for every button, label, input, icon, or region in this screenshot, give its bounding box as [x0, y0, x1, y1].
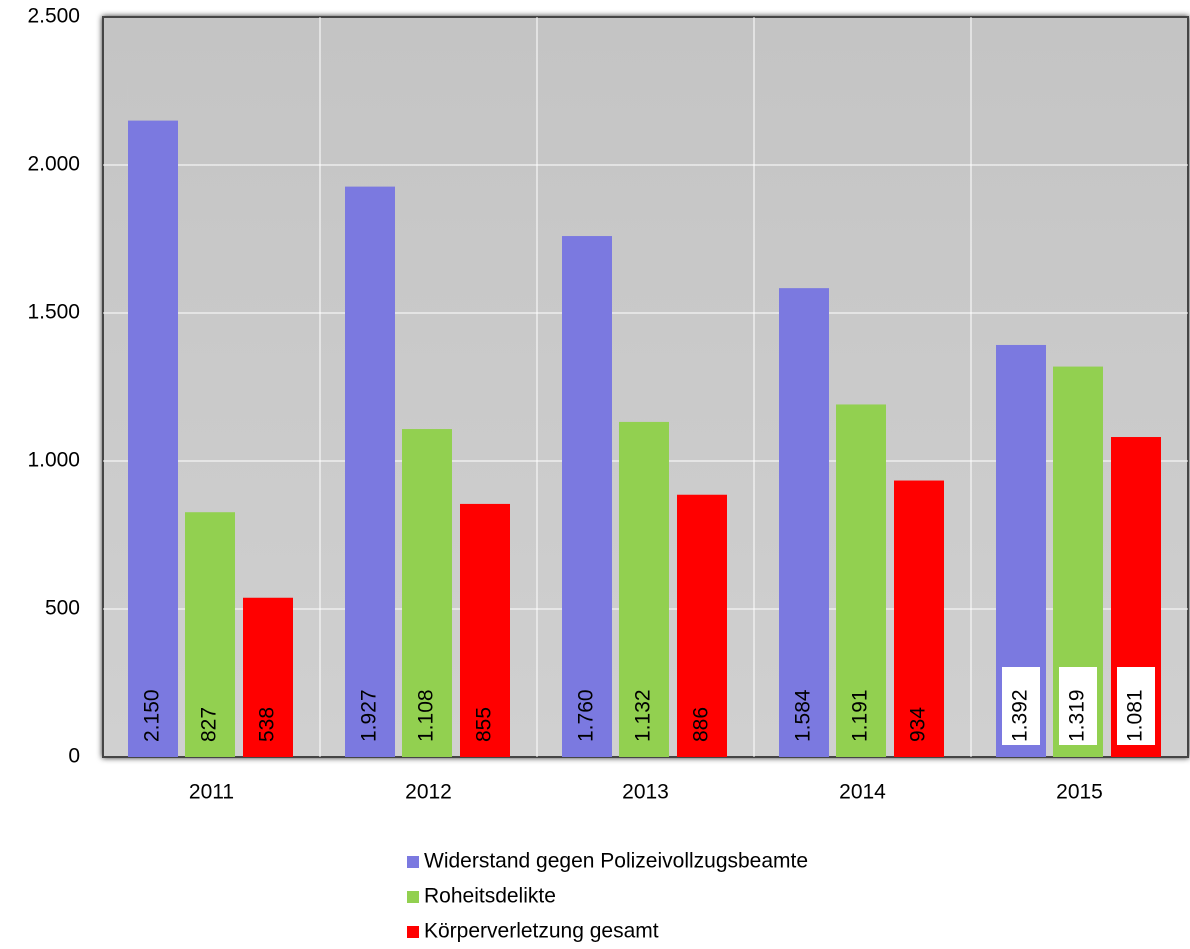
value-label-box [1002, 667, 1040, 745]
y-tick-label: 2.500 [27, 5, 80, 28]
value-label: 1.927 [358, 689, 381, 742]
value-label: 1.108 [415, 689, 438, 742]
bar [779, 288, 829, 757]
y-tick-label: 2.000 [27, 153, 80, 176]
legend-swatch [407, 891, 419, 903]
value-label: 1.081 [1124, 689, 1147, 742]
value-label: 1.319 [1066, 689, 1089, 742]
x-tick-label: 2014 [839, 781, 886, 804]
value-label: 1.760 [575, 689, 598, 742]
value-label: 827 [198, 707, 221, 742]
legend-label: Roheitsdelikte [424, 885, 556, 908]
value-label: 1.132 [632, 689, 655, 742]
y-tick-label: 500 [45, 597, 80, 620]
legend-swatch [407, 926, 419, 938]
bar [243, 597, 293, 757]
x-tick-label: 2012 [405, 781, 452, 804]
bar [836, 404, 886, 757]
bar [460, 503, 510, 757]
y-tick-label: 0 [68, 745, 80, 768]
value-label: 886 [690, 707, 713, 742]
legend-label: Körperverletzung gesamt [424, 920, 659, 943]
bar [562, 236, 612, 758]
y-tick-label: 1.500 [27, 301, 80, 324]
bar [345, 186, 395, 757]
x-tick-label: 2013 [622, 781, 669, 804]
legend-swatch [407, 856, 419, 868]
bar [619, 421, 669, 757]
y-tick-label: 1.000 [27, 449, 80, 472]
value-label: 1.392 [1009, 689, 1032, 742]
bar [185, 512, 235, 757]
value-label: 855 [473, 707, 496, 742]
x-tick-label: 2015 [1056, 781, 1103, 804]
value-label: 538 [256, 707, 279, 742]
bar [402, 429, 452, 757]
value-label: 1.191 [849, 689, 872, 742]
bar [677, 494, 727, 757]
value-label: 934 [907, 707, 930, 742]
value-label-box [1117, 667, 1155, 745]
value-label-box [1059, 667, 1097, 745]
legend-label: Widerstand gegen Polizeivollzugsbeamte [424, 850, 808, 873]
x-tick-label: 2011 [189, 781, 234, 804]
bar [128, 120, 178, 758]
bar [894, 480, 944, 757]
value-label: 2.150 [141, 689, 164, 742]
value-label: 1.584 [792, 689, 815, 742]
